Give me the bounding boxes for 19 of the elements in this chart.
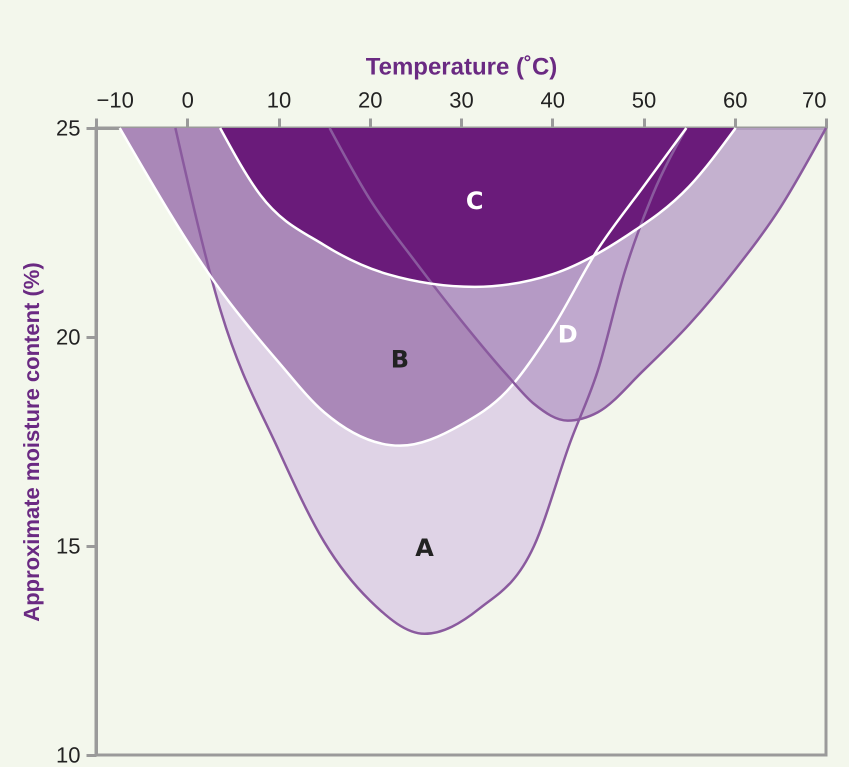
y-tick-label: 20 [56,324,80,350]
x-tick-label: −10 [96,88,134,112]
x-tick-label: 60 [723,88,748,112]
x-tick-label: 10 [266,88,292,112]
y-axis-title: Approximate moisture content (%) [19,262,44,622]
x-tick-label: 20 [358,88,382,112]
series-label: D [558,320,578,349]
x-tick-label: 0 [182,88,194,112]
series-label: B [390,346,410,374]
x-tick-label: 50 [632,88,656,112]
x-axis-title: Temperature (˚C) [366,54,558,80]
y-tick-label: 15 [56,534,80,558]
y-tick-label: 10 [56,742,80,767]
x-tick-label: 40 [540,88,565,112]
series-label: A [415,534,434,562]
x-tick-label: 70 [802,88,826,112]
y-tick-label: 25 [56,116,80,140]
series-label: C [466,186,484,215]
x-tick-label: 30 [449,88,474,112]
